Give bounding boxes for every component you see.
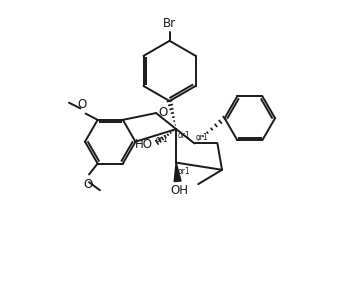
Text: or1: or1 [196,133,208,142]
Text: Br: Br [163,17,176,30]
Text: OH: OH [170,184,188,197]
Text: or1: or1 [177,130,190,139]
Text: O: O [83,178,92,191]
Polygon shape [174,163,181,181]
Text: or1: or1 [156,135,168,144]
Text: O: O [78,98,87,111]
Text: HO: HO [135,138,153,151]
Text: O: O [158,106,167,119]
Text: or1: or1 [177,167,190,176]
